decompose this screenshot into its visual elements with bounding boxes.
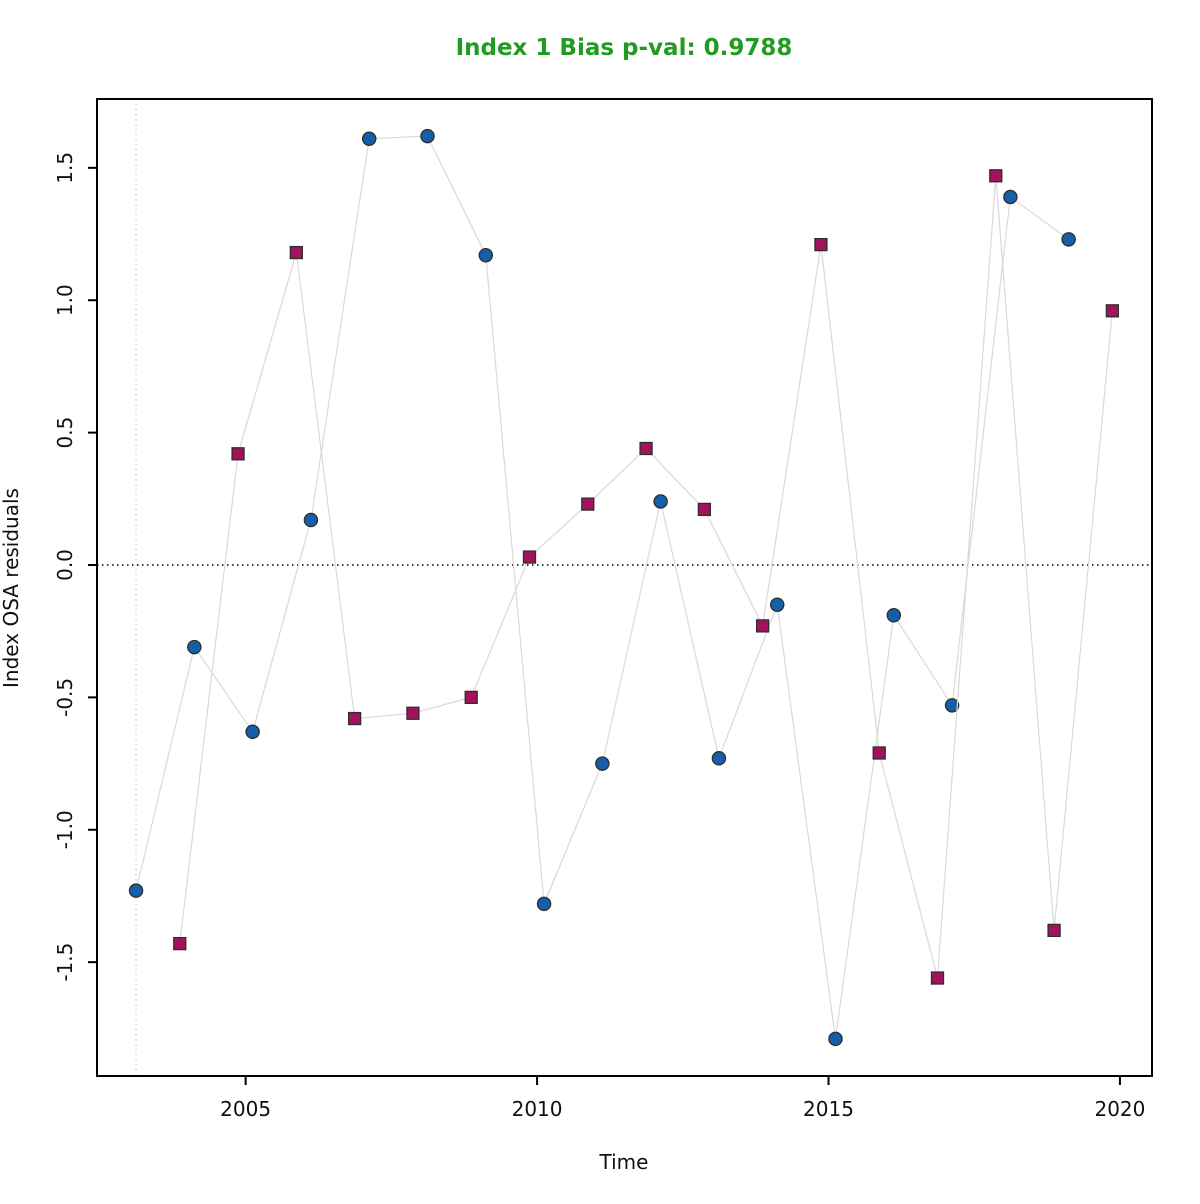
data-point-circle [944,698,960,713]
data-point-square [639,441,653,456]
data-point-square [989,169,1003,183]
data-point-circle [653,494,668,509]
data-point-circle [769,597,785,612]
data-point-circle [711,751,727,766]
x-tick-label: 2015 [803,1097,854,1121]
data-point-square [697,502,712,517]
y-tick-label: -0.5 [53,678,77,717]
data-point-square [581,497,595,511]
plot-box [96,98,1153,1077]
x-tick-label: 2020 [1094,1097,1145,1121]
data-point-square [1105,304,1120,318]
data-point-square [231,447,245,461]
plot-area: 2005 2010 2015 2020 -1.5 -1.0 -0.5 0.0 0.5 1.0 1.5 [53,98,1153,1121]
data-point-square [755,619,770,633]
data-point-square [464,690,478,705]
x-tick-label: 2010 [512,1097,563,1121]
data-point-circle [420,128,435,144]
data-point-square [930,971,945,985]
data-point-circle [303,512,319,528]
data-point-circle [536,896,552,912]
data-point-circle [1061,232,1076,247]
data-point-circle [187,639,202,655]
data-point-circle [245,724,260,740]
y-tick-label: 0.5 [53,417,77,449]
y-tick-label: -1.0 [53,810,77,849]
data-point-square [814,237,828,252]
data-point-circle [886,608,902,623]
data-point-square [872,746,886,760]
y-tick-label: 1.0 [53,284,77,316]
x-tick-label: 2005 [220,1097,271,1121]
y-tick-label: 0.0 [53,549,77,581]
data-point-square [173,936,187,951]
y-axis-title: Index OSA residuals [0,488,23,688]
data-point-square [347,711,362,726]
y-tick-label: 1.5 [53,152,77,184]
data-point-circle [128,883,144,898]
data-point-square [406,706,420,720]
data-point-circle [595,756,610,771]
data-point-circle [361,131,377,146]
data-point-square [1047,923,1061,938]
data-point-circle [478,247,494,263]
residuals-circle-series-line [135,135,1070,1040]
x-axis-title: Time [599,1150,649,1174]
chart-title: Index 1 Bias p-val: 0.9788 [456,35,793,61]
data-point-square [522,550,537,564]
residuals-square-series-line [179,175,1113,979]
y-tick-label: -1.5 [53,943,77,982]
data-point-circle [828,1031,843,1047]
data-point-square [289,245,303,260]
data-point-circle [1003,189,1018,205]
